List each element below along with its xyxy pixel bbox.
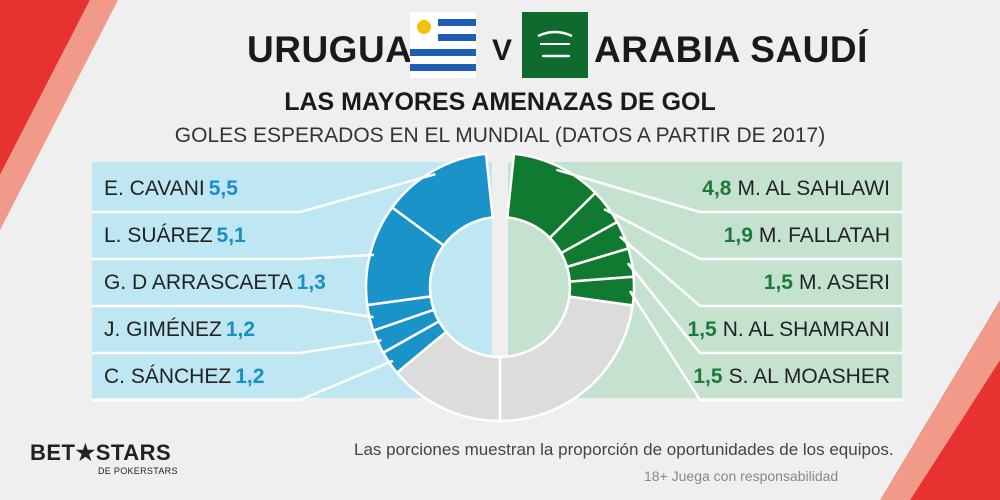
saudi-flag-icon [522, 12, 588, 78]
saudi-connector-4 [626, 262, 902, 355]
expected-goals-value: 1,5 [693, 365, 723, 388]
saudi-player-row: 1,9 M. FALLATAH [640, 214, 902, 257]
player-name: S. AL MOASHER [728, 365, 890, 388]
player-name: M. ASERI [798, 271, 890, 294]
uruguay-connector-4 [92, 339, 382, 355]
expected-goals-value: 5,5 [208, 177, 238, 200]
uruguay-player-row: C. SÁNCHEZ 1,2 [92, 355, 372, 398]
saudi-player-row: 1,5 M. ASERI [640, 261, 902, 304]
responsible-gaming-note: 18+ Juega con responsabilidad [644, 468, 839, 484]
uruguay-connector-2 [92, 253, 375, 261]
saudi-connector-1 [556, 168, 902, 214]
connector-lines [92, 168, 902, 402]
expected-goals-value: 1,2 [225, 318, 256, 341]
uruguay-player-row: E. CAVANI 5,5 [92, 167, 372, 210]
expected-goals-value: 4,8 [702, 177, 732, 200]
logo-main-text: BET★STARS [30, 440, 172, 465]
player-name: C. SÁNCHEZ [104, 365, 232, 388]
team-left-name: URUGUAY [247, 29, 435, 70]
uruguay-flag-icon [410, 12, 476, 78]
expected-goals-value: 1,2 [235, 365, 265, 388]
pink-stripe-bottom-right [880, 300, 1000, 500]
uruguay-connector-5 [92, 359, 394, 402]
footnote: Las porciones muestran la proporción de … [354, 440, 894, 459]
saudi-connector-2 [603, 208, 902, 261]
saudi-remainder-slice [498, 295, 635, 423]
saudi-connector-5 [628, 290, 902, 402]
saudi-player-row: 1,5 N. AL SHAMRANI [640, 308, 902, 351]
player-name: J. GIMÉNEZ [104, 318, 222, 341]
player-name: M. AL SAHLAWI [737, 177, 891, 200]
title-row: URUGUAY V ARABIA SAUDÍ [0, 8, 1000, 80]
versus-label: V [492, 34, 513, 67]
player-name: N. AL SHAMRANI [722, 318, 890, 341]
saudi-connector-3 [618, 235, 902, 308]
logo-sub-text: DE POKERSTARS [98, 466, 178, 476]
expected-goals-value: 1,5 [687, 318, 717, 341]
saudi-player-row: 4,8 M. AL SAHLAWI [640, 167, 902, 210]
expected-goals-value: 1,9 [723, 224, 753, 247]
uruguay-connector-1 [92, 172, 436, 214]
team-right-name: ARABIA SAUDÍ [594, 29, 868, 70]
expected-goals-value: 1,3 [296, 271, 326, 294]
expected-goals-value: 1,5 [763, 271, 793, 294]
saudi-player-row: 1,5 S. AL MOASHER [640, 355, 902, 398]
donut-chart [92, 152, 902, 423]
uruguay-player-row: J. GIMÉNEZ 1,2 [92, 308, 372, 351]
player-name: E. CAVANI [104, 177, 205, 200]
chart-subtitle: LAS MAYORES AMENAZAS DE GOL [284, 88, 716, 116]
expected-goals-value: 5,1 [216, 224, 246, 247]
uruguay-player-row: L. SUÁREZ 5,1 [92, 214, 372, 257]
player-name: L. SUÁREZ [104, 224, 213, 247]
pink-stripe-top-left [0, 0, 118, 230]
player-name: G. D ARRASCAETA [104, 271, 293, 294]
uruguay-connector-3 [92, 304, 374, 319]
betstars-logo: BET★STARS DE POKERSTARS [30, 440, 178, 476]
uruguay-player-row: G. D ARRASCAETA 1,3 [92, 261, 372, 304]
chart-caption: GOLES ESPERADOS EN EL MUNDIAL (DATOS A P… [174, 124, 826, 147]
player-name: M. FALLATAH [758, 224, 890, 247]
